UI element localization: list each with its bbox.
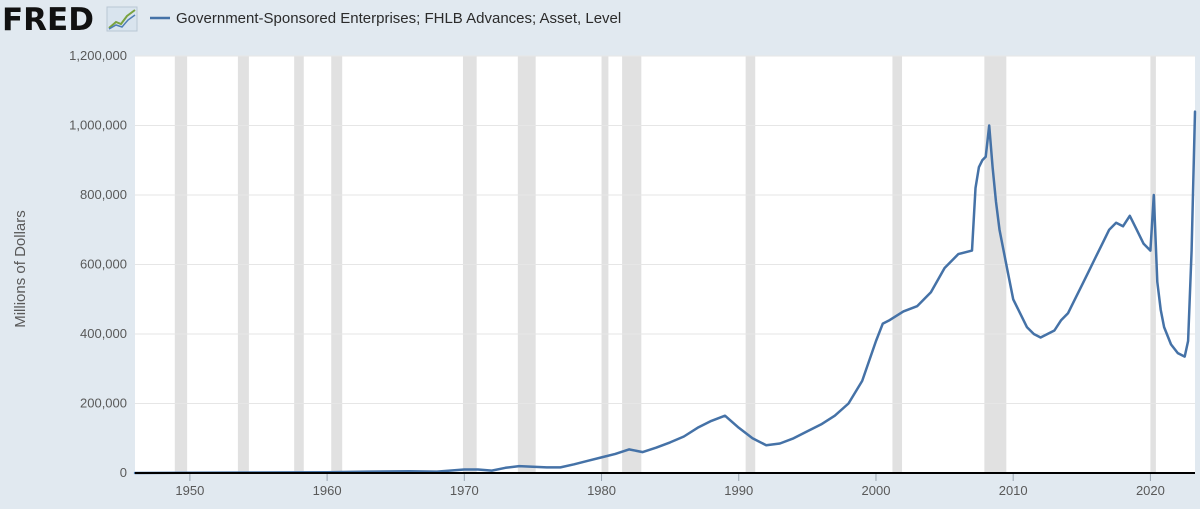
y-tick-label: 400,000: [80, 326, 127, 341]
line-chart-icon: [106, 6, 138, 32]
x-tick-label: 1960: [313, 483, 342, 498]
x-tick-label: 1950: [175, 483, 204, 498]
y-axis-ticks: 0 200,000 400,000 600,000 800,000 1,000,000 1,…: [69, 48, 127, 480]
series-line[interactable]: [133, 110, 1197, 475]
y-tick-label: 0: [120, 465, 127, 480]
y-tick-label: 1,000,000: [69, 118, 127, 133]
gridlines: [135, 55, 1195, 404]
legend-label: Government-Sponsored Enterprises; FHLB A…: [176, 10, 621, 27]
y-tick-label: 600,000: [80, 257, 127, 272]
x-tick-label: 1980: [587, 483, 616, 498]
x-tick-label: 1990: [724, 483, 753, 498]
fred-logo[interactable]: FRED: [2, 2, 138, 38]
y-axis-title: Millions of Dollars: [12, 210, 29, 328]
fred-logo-text: FRED: [2, 2, 94, 38]
y-tick-label: 800,000: [80, 187, 127, 202]
series-layer[interactable]: [133, 110, 1197, 475]
x-tick-label: 2000: [862, 483, 891, 498]
x-tick-label: 1970: [450, 483, 479, 498]
y-tick-label: 200,000: [80, 396, 127, 411]
x-tick-label: 2020: [1136, 483, 1165, 498]
y-tick-label: 1,200,000: [69, 48, 127, 63]
legend[interactable]: Government-Sponsored Enterprises; FHLB A…: [150, 10, 621, 27]
x-axis-ticks: 1950 1960 1970 1980 1990 2000 2010 2020: [175, 473, 1165, 498]
x-tick-label: 2010: [999, 483, 1028, 498]
